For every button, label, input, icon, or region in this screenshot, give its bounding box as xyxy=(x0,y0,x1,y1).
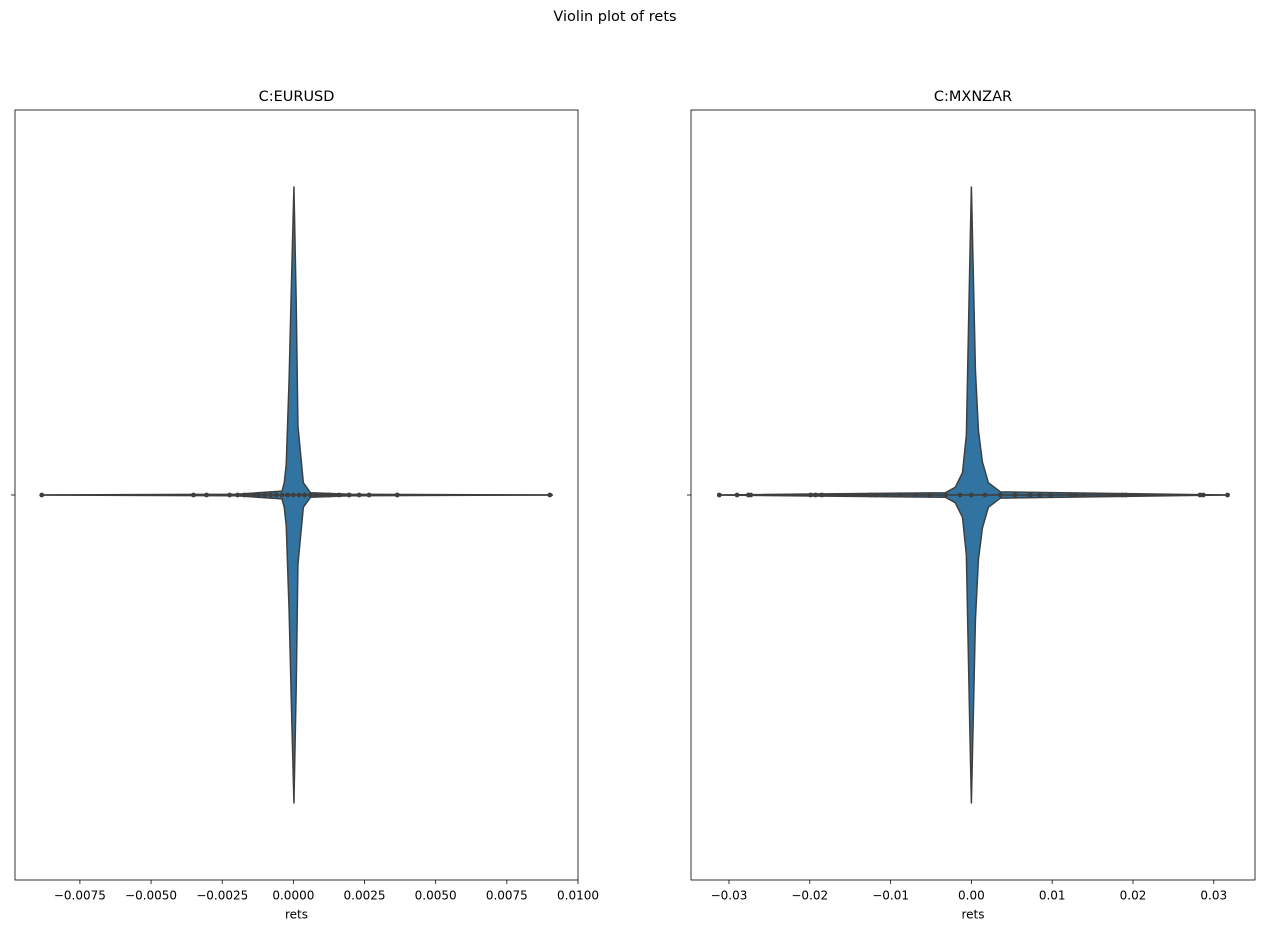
data-point xyxy=(268,492,273,498)
data-point xyxy=(748,492,754,498)
data-point xyxy=(285,492,291,498)
x-tick-label: −0.02 xyxy=(791,889,828,903)
data-point xyxy=(1200,492,1206,498)
data-point xyxy=(273,492,279,498)
x-tick-label: −0.0075 xyxy=(54,889,106,903)
axes-frame xyxy=(14,109,579,881)
data-point xyxy=(308,492,313,498)
data-point xyxy=(336,492,342,498)
data-point xyxy=(366,492,372,498)
violin-upper xyxy=(42,186,554,496)
x-tick-label: −0.01 xyxy=(872,889,909,903)
data-point xyxy=(867,492,873,498)
data-point xyxy=(913,492,919,498)
x-tick-label: 0.02 xyxy=(1120,889,1147,903)
data-point xyxy=(943,492,948,498)
data-point xyxy=(927,492,933,498)
data-point xyxy=(819,492,825,498)
data-point xyxy=(968,492,974,498)
data-point xyxy=(734,492,740,498)
violin-lower xyxy=(42,494,554,804)
data-point xyxy=(1037,492,1043,498)
data-point xyxy=(394,492,400,498)
data-point xyxy=(1012,492,1018,498)
x-tick-label: 0.0075 xyxy=(486,889,528,903)
data-point xyxy=(872,492,878,498)
x-axis-label: rets xyxy=(285,908,308,922)
data-point xyxy=(813,492,818,498)
x-tick-label: 0.03 xyxy=(1200,889,1227,903)
data-point xyxy=(716,492,722,498)
data-point xyxy=(982,492,988,498)
x-tick-label: 0.0025 xyxy=(344,889,386,903)
data-point xyxy=(356,492,362,498)
data-point xyxy=(235,492,240,498)
data-point xyxy=(1081,492,1087,498)
data-point xyxy=(1048,492,1053,498)
violin-upper xyxy=(716,186,1227,496)
data-point xyxy=(998,492,1003,498)
data-point xyxy=(290,492,296,498)
axes-title: C:EURUSD xyxy=(259,89,335,105)
x-axis-label: rets xyxy=(961,908,984,922)
axes-title: C:MXNZAR xyxy=(934,89,1012,105)
violin-lower xyxy=(716,494,1227,804)
data-point xyxy=(957,492,963,498)
data-point xyxy=(547,492,553,498)
data-point xyxy=(302,492,308,498)
x-tick-label: 0.0000 xyxy=(272,889,314,903)
data-point xyxy=(296,492,302,498)
data-point xyxy=(1123,492,1129,498)
data-point xyxy=(1073,492,1079,498)
data-point xyxy=(242,492,247,498)
x-tick-label: 0.01 xyxy=(1039,889,1066,903)
data-point xyxy=(1068,492,1074,498)
data-point xyxy=(204,492,209,498)
x-tick-label: −0.0050 xyxy=(125,889,177,903)
data-point xyxy=(262,492,268,498)
data-point xyxy=(256,492,262,498)
data-point xyxy=(319,492,325,498)
data-point xyxy=(251,492,257,498)
data-point xyxy=(326,492,332,498)
data-point xyxy=(1027,492,1033,498)
x-tick-label: 0.0050 xyxy=(415,889,457,903)
data-point xyxy=(883,492,889,498)
data-point xyxy=(191,492,196,498)
data-point xyxy=(897,492,903,498)
data-point xyxy=(346,492,352,498)
data-point xyxy=(313,492,319,498)
data-point xyxy=(808,492,813,498)
axes-frame xyxy=(690,109,1256,881)
x-tick-label: −0.03 xyxy=(711,889,748,903)
x-tick-label: 0.0100 xyxy=(557,889,599,903)
figure-title: Violin plot of rets xyxy=(553,9,676,25)
data-point xyxy=(1225,492,1230,498)
data-point xyxy=(279,492,285,498)
data-point xyxy=(227,492,233,498)
data-point xyxy=(39,492,45,498)
x-tick-label: 0.00 xyxy=(958,889,985,903)
x-tick-label: −0.0025 xyxy=(196,889,248,903)
